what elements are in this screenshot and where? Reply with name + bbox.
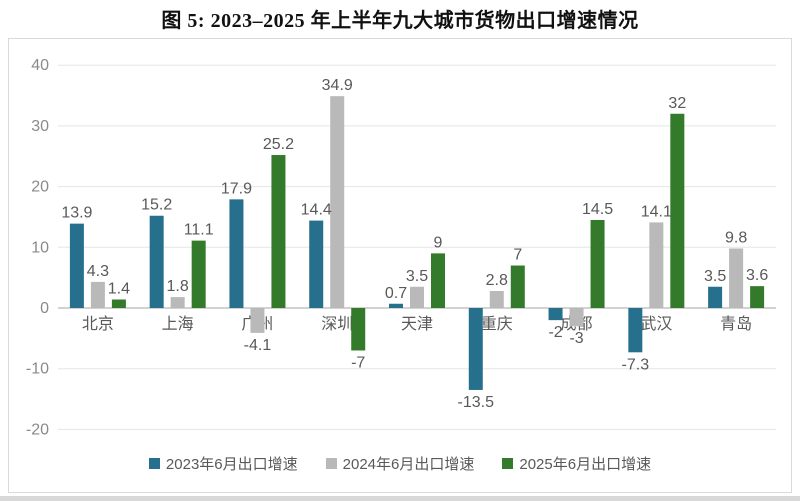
- value-label-北京-2024年6月出口增速: 4.3: [87, 263, 109, 280]
- legend-swatch-2023-icon: [148, 458, 160, 469]
- x-category-label-武汉: 武汉: [640, 315, 672, 333]
- value-label-深圳-2025年6月出口增速: -7: [351, 354, 365, 371]
- legend-swatch-2024-icon: [325, 458, 337, 469]
- bar-武汉-2025年6月出口增速: [670, 113, 685, 308]
- legend-swatch-2025-icon: [502, 458, 514, 469]
- chart-legend: 2023年6月出口增速 2024年6月出口增速 2025年6月出口增速: [9, 453, 791, 474]
- bar-深圳-2023年6月出口增速: [309, 220, 324, 308]
- bar-重庆-2023年6月出口增速: [468, 308, 483, 390]
- value-label-青岛-2024年6月出口增速: 9.8: [725, 230, 747, 247]
- legend-label-2023: 2023年6月出口增速: [165, 456, 298, 473]
- value-label-青岛-2025年6月出口增速: 3.6: [746, 267, 768, 284]
- bar-成都-2024年6月出口增速: [569, 308, 584, 327]
- legend-item-2025: 2025年6月出口增速: [502, 453, 651, 474]
- bar-天津-2023年6月出口增速: [389, 303, 403, 308]
- legend-label-2025: 2025年6月出口增速: [519, 456, 652, 473]
- bar-上海-2025年6月出口增速: [191, 240, 206, 308]
- y-tick-label-10: 10: [31, 239, 49, 256]
- legend-item-2023: 2023年6月出口增速: [148, 453, 298, 474]
- value-label-深圳-2023年6月出口增速: 14.4: [301, 202, 332, 219]
- x-category-label-重庆: 重庆: [481, 315, 513, 333]
- value-label-深圳-2024年6月出口增速: 34.9: [322, 77, 353, 94]
- y-tick-label--20: -20: [26, 421, 49, 438]
- x-category-label-青岛: 青岛: [720, 315, 752, 333]
- bar-深圳-2025年6月出口增速: [351, 308, 366, 351]
- bar-上海-2024年6月出口增速: [170, 297, 185, 308]
- bar-深圳-2024年6月出口增速: [330, 96, 345, 308]
- bar-北京-2024年6月出口增速: [90, 281, 105, 308]
- value-label-天津-2024年6月出口增速: 3.5: [406, 268, 428, 285]
- value-label-重庆-2023年6月出口增速: -13.5: [458, 394, 495, 411]
- bar-成都-2025年6月出口增速: [590, 219, 605, 308]
- value-label-上海-2024年6月出口增速: 1.8: [167, 278, 189, 295]
- value-label-成都-2024年6月出口增速: -3: [569, 330, 583, 347]
- value-label-武汉-2024年6月出口增速: 14.1: [641, 203, 672, 220]
- y-tick-label-20: 20: [31, 179, 49, 196]
- legend-item-2024: 2024年6月出口增速: [325, 453, 475, 474]
- x-category-label-天津: 天津: [401, 315, 433, 333]
- value-label-北京-2023年6月出口增速: 13.9: [61, 205, 92, 222]
- value-label-上海-2025年6月出口增速: 11.1: [184, 222, 214, 239]
- legend-label-2024: 2024年6月出口增速: [342, 456, 475, 473]
- chart-frame: 403020100-10-20北京上海广州深圳天津重庆成都武汉青岛13.915.…: [8, 38, 792, 493]
- value-label-广州-2024年6月出口增速: -4.1: [244, 337, 272, 354]
- value-label-天津-2025年6月出口增速: 9: [434, 234, 443, 251]
- bar-广州-2023年6月出口增速: [229, 199, 244, 308]
- x-category-label-北京: 北京: [82, 315, 114, 333]
- bar-青岛-2023年6月出口增速: [708, 286, 723, 308]
- y-tick-label--10: -10: [26, 361, 49, 378]
- value-label-广州-2025年6月出口增速: 25.2: [263, 136, 294, 153]
- x-category-label-上海: 上海: [162, 315, 194, 333]
- value-label-上海-2023年6月出口增速: 15.2: [141, 197, 172, 214]
- value-label-武汉-2023年6月出口增速: -7.3: [622, 356, 650, 373]
- bar-天津-2025年6月出口增速: [431, 253, 445, 308]
- bar-武汉-2023年6月出口增速: [628, 308, 643, 353]
- y-tick-label-0: 0: [40, 300, 49, 317]
- bar-武汉-2024年6月出口增速: [649, 222, 664, 308]
- page-edge: [0, 496, 800, 501]
- bar-北京-2025年6月出口增速: [111, 299, 126, 308]
- bar-重庆-2025年6月出口增速: [510, 265, 525, 308]
- value-label-北京-2025年6月出口增速: 1.4: [108, 281, 130, 298]
- bar-上海-2023年6月出口增速: [149, 215, 164, 308]
- bar-青岛-2025年6月出口增速: [750, 286, 765, 308]
- bar-北京-2023年6月出口增速: [69, 223, 84, 308]
- x-category-label-深圳: 深圳: [321, 315, 353, 333]
- value-label-成都-2025年6月出口增速: 14.5: [582, 201, 613, 218]
- bar-chart: 403020100-10-20北京上海广州深圳天津重庆成都武汉青岛13.915.…: [26, 57, 776, 438]
- value-label-青岛-2023年6月出口增速: 3.5: [704, 268, 726, 285]
- bar-广州-2024年6月出口增速: [250, 308, 265, 333]
- chart-title: 图 5: 2023–2025 年上半年九大城市货物出口增速情况: [161, 10, 639, 32]
- bar-重庆-2024年6月出口增速: [489, 291, 504, 308]
- bar-青岛-2024年6月出口增速: [729, 248, 744, 308]
- bar-广州-2025年6月出口增速: [271, 155, 286, 308]
- value-label-广州-2023年6月出口增速: 17.9: [221, 180, 252, 197]
- bar-成都-2023年6月出口增速: [548, 308, 563, 321]
- value-label-重庆-2024年6月出口增速: 2.8: [486, 272, 508, 289]
- bar-天津-2024年6月出口增速: [410, 286, 424, 308]
- value-label-天津-2023年6月出口增速: 0.7: [385, 285, 407, 302]
- value-label-武汉-2025年6月出口增速: 32: [668, 95, 686, 112]
- y-tick-label-30: 30: [31, 118, 49, 135]
- y-tick-label-40: 40: [31, 57, 49, 74]
- value-label-重庆-2025年6月出口增速: 7: [513, 247, 522, 264]
- value-label-成都-2023年6月出口增速: -2: [548, 324, 562, 341]
